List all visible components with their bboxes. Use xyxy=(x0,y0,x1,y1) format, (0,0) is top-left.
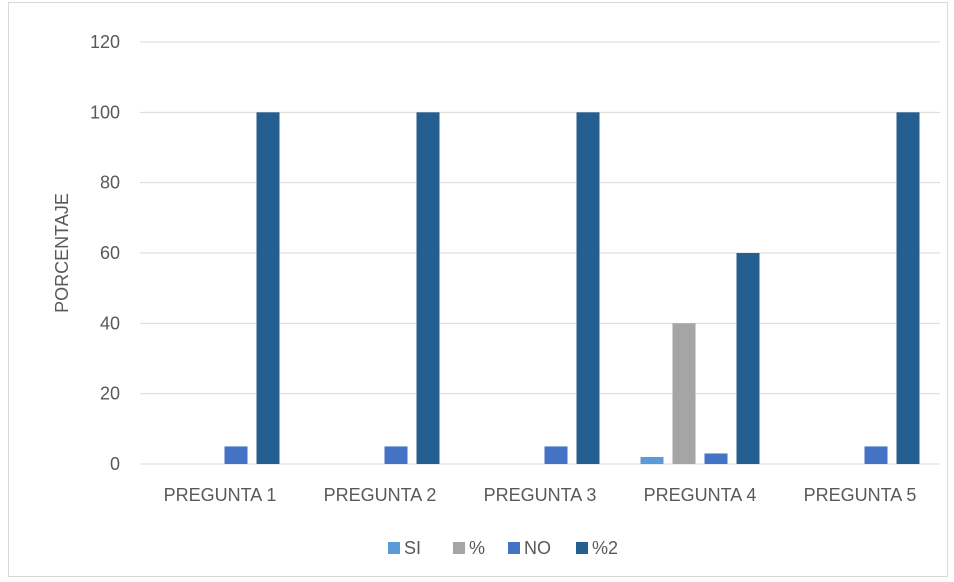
y-tick-label: 40 xyxy=(100,313,120,333)
bar-pct2-4 xyxy=(736,253,760,464)
y-tick-label: 60 xyxy=(100,243,120,263)
bar-pct2-2 xyxy=(416,112,440,464)
bar-si-4 xyxy=(640,456,664,464)
bar-no-4 xyxy=(704,453,728,464)
bar-pct2-1 xyxy=(256,112,280,464)
bar-pct-4 xyxy=(672,323,696,464)
legend-label: SI xyxy=(404,538,421,558)
legend-label: % xyxy=(469,538,485,558)
bar-no-5 xyxy=(864,446,888,464)
legend-swatch xyxy=(508,542,520,554)
bar-no-2 xyxy=(384,446,408,464)
y-tick-label: 80 xyxy=(100,173,120,193)
x-tick-label: PREGUNTA 1 xyxy=(164,485,277,505)
x-tick-label: PREGUNTA 3 xyxy=(484,485,597,505)
y-tick-label: 120 xyxy=(90,32,120,52)
legend-label: %2 xyxy=(592,538,618,558)
legend-swatch xyxy=(388,542,400,554)
legend-label: NO xyxy=(524,538,551,558)
bar-no-1 xyxy=(224,446,248,464)
bar-pct2-5 xyxy=(896,112,920,464)
y-axis-ticks: 0 20 40 60 80 100 120 xyxy=(90,32,120,474)
bar-pct2-3 xyxy=(576,112,600,464)
chart-frame xyxy=(8,2,948,577)
legend-swatch xyxy=(453,542,465,554)
legend: SI% NO %2 xyxy=(388,538,618,558)
y-tick-label: 0 xyxy=(110,454,120,474)
x-axis-ticks: PREGUNTA 1 PREGUNTA 2 PREGUNTA 3 PREGUNTA 4… xyxy=(164,485,917,505)
bars xyxy=(224,112,920,464)
bar-no-3 xyxy=(544,446,568,464)
legend-swatch xyxy=(576,542,588,554)
x-tick-label: PREGUNTA 5 xyxy=(804,485,917,505)
y-tick-label: 100 xyxy=(90,102,120,122)
x-tick-label: PREGUNTA 2 xyxy=(324,485,437,505)
y-tick-label: 20 xyxy=(100,384,120,404)
x-tick-label: PREGUNTA 4 xyxy=(644,485,757,505)
y-axis-title: PORCENTAJE xyxy=(52,193,72,313)
